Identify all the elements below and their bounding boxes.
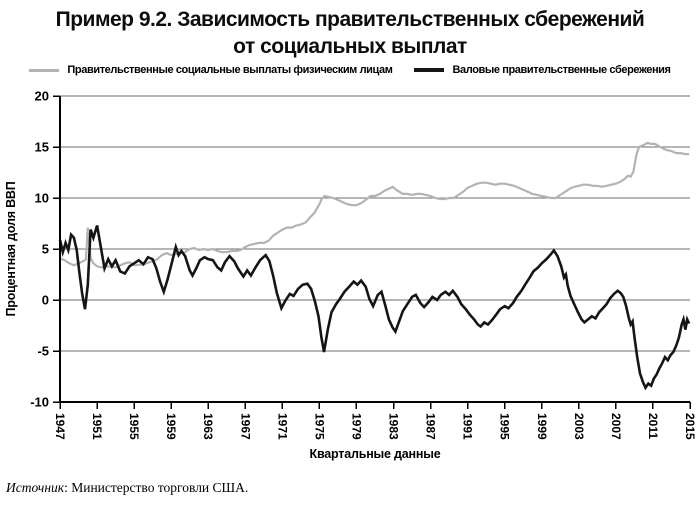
legend-item-social-benefits: Правительственные социальные выплаты физ…: [29, 64, 393, 76]
source-note: Источник: Министерство торговли США.: [6, 480, 248, 496]
x-tick-label: 1963: [201, 413, 215, 440]
source-prefix: Источник: [6, 480, 65, 495]
page-title: Пример 9.2. Зависимость правительственны…: [0, 6, 700, 60]
gross-savings-line: [58, 225, 691, 391]
chart-title-line1: Пример 9.2. Зависимость правительственны…: [55, 8, 645, 31]
legend-item-gross-savings: Валовые правительственные сбережения: [414, 64, 671, 76]
x-axis-title: Квартальные данные: [309, 447, 441, 461]
social-benefits-line: [59, 141, 690, 269]
y-tick-label: 15: [35, 140, 49, 155]
y-tick-label: 10: [35, 191, 49, 206]
x-tick-label: 2015: [683, 413, 697, 440]
x-tick-label: 1947: [53, 413, 67, 440]
x-tick-label: 1987: [424, 413, 438, 440]
y-tick-label: -5: [37, 344, 49, 359]
legend-marker-social-benefits: [29, 68, 60, 72]
chart-title-line2: от социальных выплат: [233, 35, 467, 58]
y-tick-label: 20: [35, 89, 49, 104]
x-tick-label: 1991: [461, 413, 475, 440]
x-tick-label: 1971: [275, 413, 289, 440]
x-tick-label: 2007: [609, 413, 623, 440]
legend-label-social-benefits: Правительственные социальные выплаты физ…: [67, 64, 393, 76]
x-tick-label: 1979: [349, 413, 363, 440]
x-tick-label: 1967: [238, 413, 252, 440]
x-tick-label: 1999: [535, 413, 549, 440]
x-tick-label: 1951: [90, 413, 104, 440]
x-tick-label: 1955: [127, 413, 141, 440]
legend-label-gross-savings: Валовые правительственные сбережения: [452, 64, 671, 76]
chart-legend: Правительственные социальные выплаты физ…: [0, 64, 700, 76]
x-tick-label: 2011: [646, 413, 660, 439]
x-tick-label: 1959: [164, 413, 178, 440]
x-tick-label: 1995: [498, 413, 512, 440]
y-axis-title: Процентная доля ВВП: [4, 181, 18, 316]
y-tick-label: 0: [42, 293, 49, 308]
source-text: : Министерство торговли США.: [64, 480, 249, 495]
x-tick-label: 2003: [572, 413, 586, 440]
y-tick-label: -10: [30, 395, 49, 410]
x-tick-label: 1975: [312, 413, 326, 440]
legend-marker-gross-savings: [414, 68, 445, 72]
y-tick-label: 5: [42, 242, 49, 257]
x-tick-label: 1983: [387, 413, 401, 440]
